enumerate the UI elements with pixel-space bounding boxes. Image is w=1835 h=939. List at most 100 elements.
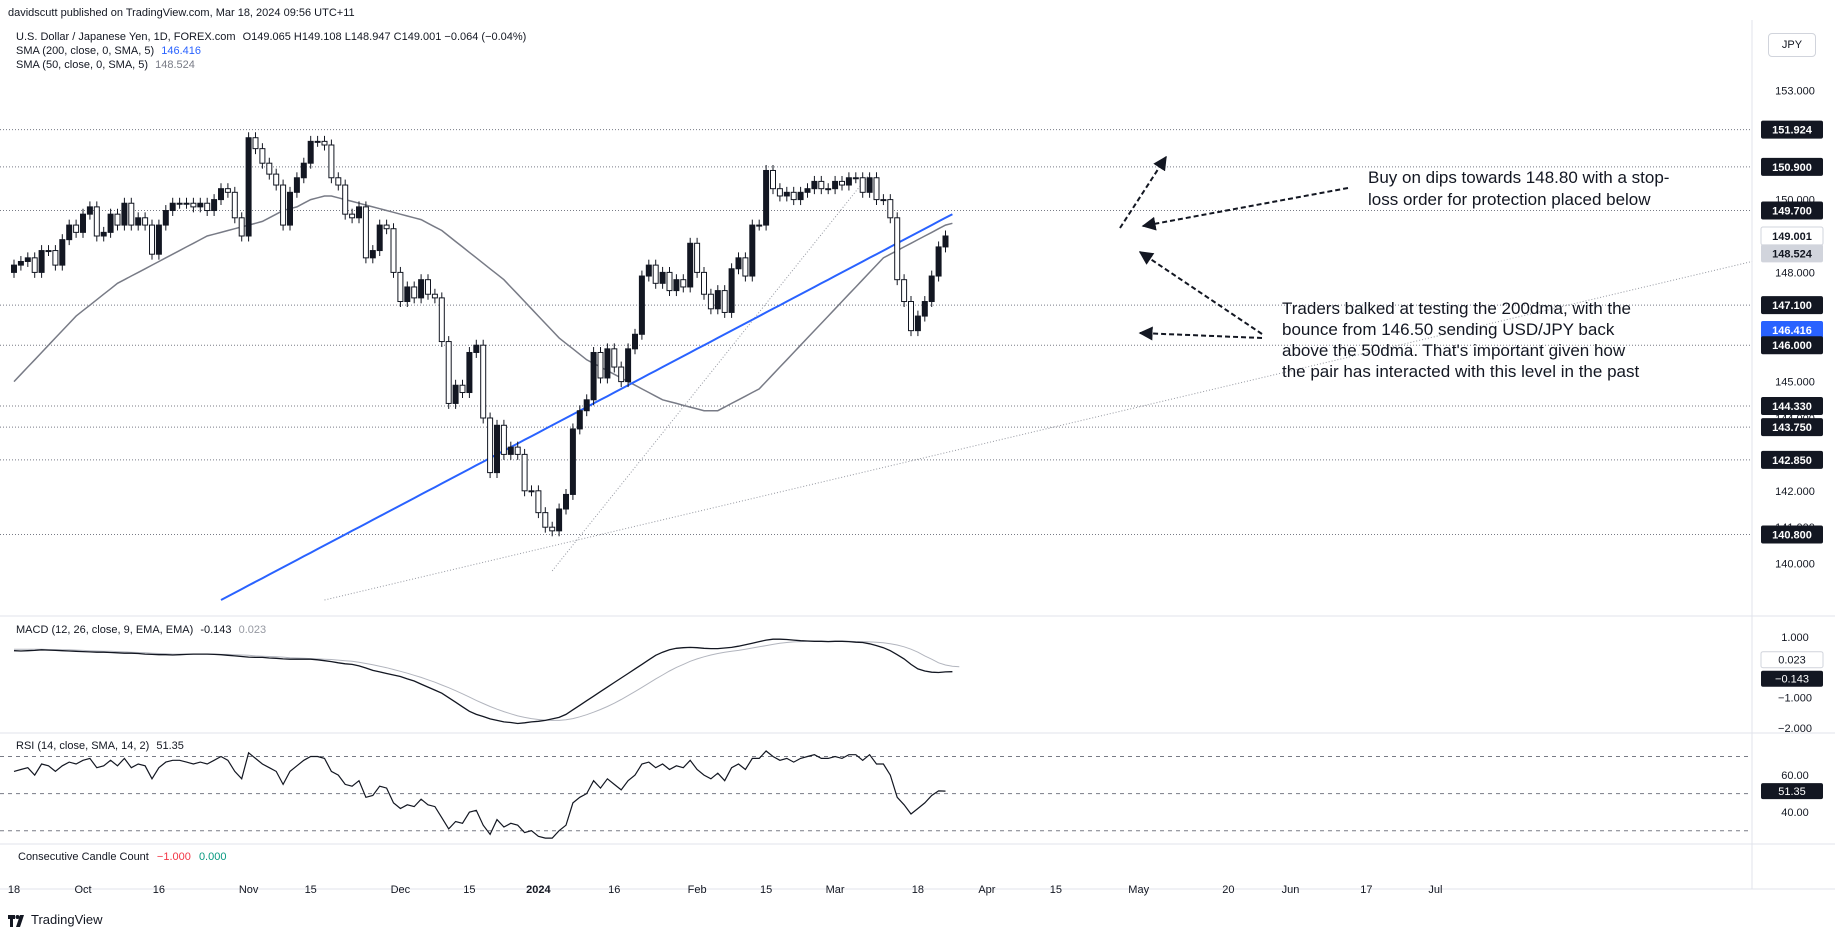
candle-body xyxy=(273,173,280,186)
candle-body xyxy=(604,348,611,379)
candle-body xyxy=(266,162,273,175)
currency-button[interactable]: JPY xyxy=(1768,33,1816,57)
rsi-path xyxy=(13,750,946,839)
candle-body xyxy=(473,344,480,353)
sma50-legend[interactable]: SMA (50, close, 0, SMA, 5) 148.524 xyxy=(16,59,195,71)
candle-body xyxy=(852,177,859,180)
candle-body xyxy=(11,264,17,273)
annotation-traders-line4: the pair has interacted with this level … xyxy=(1282,362,1640,381)
sma200-label: SMA (200, close, 0, SMA, 5) xyxy=(16,45,155,57)
time-tick-label: 18 xyxy=(8,884,20,896)
candle-body xyxy=(507,446,514,455)
annotation-traders: Traders balked at testing the 200dma, wi… xyxy=(1282,298,1639,382)
candle-body xyxy=(169,202,176,212)
tradingview-wordmark: TradingView xyxy=(31,912,103,927)
time-tick-label: Jun xyxy=(1282,884,1300,896)
candle-body xyxy=(783,191,790,197)
candle-body xyxy=(335,177,342,186)
macd-flag-label: 0.023 xyxy=(1778,655,1806,667)
candle-body xyxy=(183,202,190,205)
time-tick-label: Apr xyxy=(978,884,995,896)
sma50-line xyxy=(13,195,953,412)
price-flag-label: 147.100 xyxy=(1772,300,1812,312)
price-flag xyxy=(1761,296,1823,315)
candle-body xyxy=(80,213,86,233)
annotation-arrows xyxy=(1119,155,1349,341)
candle-body xyxy=(66,224,73,241)
candle-body xyxy=(818,180,825,190)
time-tick-label: Jul xyxy=(1428,884,1442,896)
candle-body xyxy=(894,217,901,281)
sma200-value: 146.416 xyxy=(161,45,201,57)
candle-body xyxy=(873,177,880,201)
price-flag xyxy=(1761,321,1823,340)
candle-body xyxy=(673,279,680,292)
price-tick-label: 140.000 xyxy=(1775,559,1815,571)
candle-body xyxy=(480,344,487,419)
sma200-legend[interactable]: SMA (200, close, 0, SMA, 5) 146.416 xyxy=(16,45,201,57)
price-flag-label: 144.330 xyxy=(1772,401,1812,413)
price-flag-label: 140.800 xyxy=(1772,529,1812,541)
price-flag xyxy=(1761,336,1823,355)
candle-body xyxy=(659,271,666,284)
symbol-title: U.S. Dollar / Japanese Yen, 1D, FOREX.co… xyxy=(16,31,236,43)
candle-body xyxy=(328,144,335,179)
candle-body xyxy=(197,202,204,208)
candle-body xyxy=(790,191,797,201)
candle-body xyxy=(542,512,549,528)
candle-body xyxy=(521,453,528,492)
candle-body xyxy=(942,235,949,248)
macd-pane xyxy=(13,638,960,725)
candle-body xyxy=(632,333,638,350)
candle-body xyxy=(431,293,438,299)
time-tick-label: 17 xyxy=(1360,884,1372,896)
candle-body xyxy=(935,246,942,277)
annotation-traders-line1: Traders balked at testing the 200dma, wi… xyxy=(1282,299,1632,318)
candle-body xyxy=(763,169,770,226)
candle-body xyxy=(59,239,66,266)
time-axis: 18 Oct 16 Nov 15 Dec 15 2024 16 Feb 15 Mar 18 Apr 15 Ma… xyxy=(8,884,1443,896)
candle-body xyxy=(921,301,928,317)
arrow-to-200dma xyxy=(1138,326,1263,341)
candle-body xyxy=(459,384,466,394)
count-legend[interactable]: Consecutive Candle Count −1.000 0.000 xyxy=(18,851,226,863)
time-tick-label: Oct xyxy=(74,884,91,896)
price-flag xyxy=(1761,396,1823,415)
time-tick-label: 15 xyxy=(463,884,475,896)
candle-body xyxy=(411,286,418,299)
macd-line-path xyxy=(13,638,953,725)
candle-body xyxy=(224,188,231,193)
annotation-buy-line1: Buy on dips towards 148.80 with a stop- xyxy=(1368,168,1670,187)
macd-tick-label: −1.000 xyxy=(1778,693,1812,705)
candle-body xyxy=(24,257,31,262)
candle-body xyxy=(701,271,707,295)
price-flag-label: 149.001 xyxy=(1772,231,1812,243)
time-tick-label: 16 xyxy=(153,884,165,896)
arrow-to-buy-zone xyxy=(1141,187,1349,231)
candle-body xyxy=(928,275,935,303)
price-tick-label: 148.000 xyxy=(1775,267,1815,279)
candle-body xyxy=(721,290,728,313)
tradingview-logo[interactable]: TradingView xyxy=(8,912,103,927)
candle-body xyxy=(100,231,107,237)
macd-legend[interactable]: MACD (12, 26, close, 9, EMA, EMA) -0.143… xyxy=(16,624,266,636)
macd-title: MACD (12, 26, close, 9, EMA, EMA) xyxy=(16,624,194,636)
time-tick-label: Nov xyxy=(239,884,259,896)
candle-body xyxy=(93,206,100,237)
candle-body xyxy=(397,271,404,303)
ohlc-values: O149.065 H149.108 L148.947 C149.001 −0.0… xyxy=(242,31,527,43)
count-title: Consecutive Candle Count xyxy=(18,851,149,863)
price-flag xyxy=(1761,244,1823,263)
time-tick-label: 18 xyxy=(912,884,924,896)
candle-body xyxy=(107,213,114,233)
candle-body xyxy=(445,341,452,404)
candle-body xyxy=(300,162,307,179)
candle-body xyxy=(652,264,659,284)
candle-body xyxy=(797,191,804,201)
candle-body xyxy=(31,257,38,273)
candle-body xyxy=(742,257,749,277)
candle-body xyxy=(218,188,224,201)
candle-body xyxy=(556,508,563,532)
rsi-legend[interactable]: RSI (14, close, SMA, 14, 2) 51.35 xyxy=(16,740,184,752)
